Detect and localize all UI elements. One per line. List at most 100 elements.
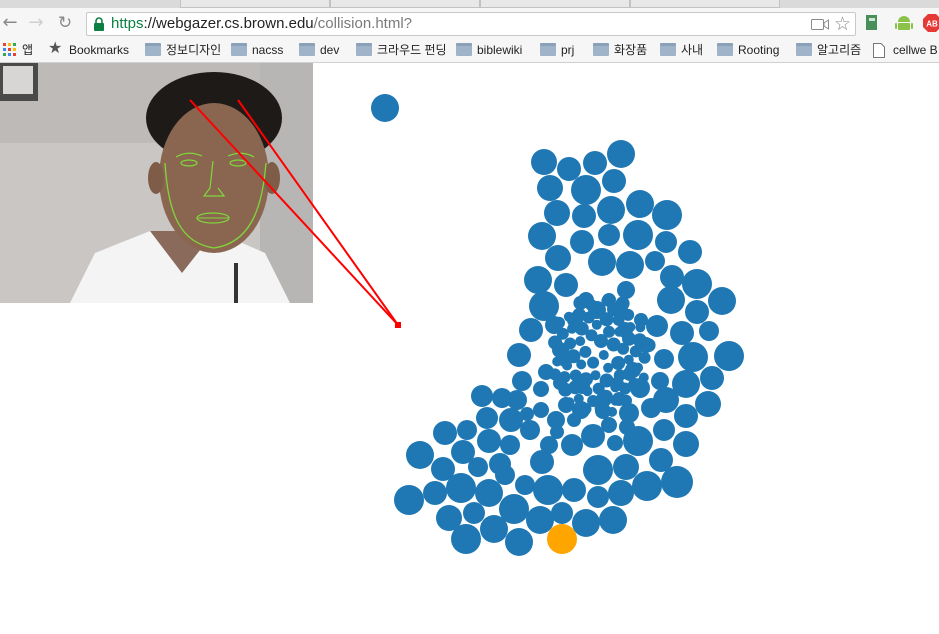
back-button[interactable]: ← <box>0 12 20 34</box>
ball <box>540 436 558 454</box>
ball-small <box>558 382 573 397</box>
apps-grid-icon <box>3 43 16 56</box>
ball <box>581 424 605 448</box>
ball-small <box>575 336 586 347</box>
ball <box>678 240 702 264</box>
adblock-icon[interactable]: AB <box>922 13 939 33</box>
ball <box>554 273 578 297</box>
folder-icon <box>593 43 609 56</box>
ball <box>423 481 447 505</box>
folder-icon <box>717 43 733 56</box>
page-content[interactable] <box>0 63 939 634</box>
ball <box>653 419 675 441</box>
bookmark-label: Bookmarks <box>69 43 130 57</box>
bookmark-label: prj <box>561 43 575 57</box>
ball <box>651 372 669 390</box>
ball-small <box>572 308 587 322</box>
ball <box>571 175 601 205</box>
ball <box>700 366 724 390</box>
ball <box>471 385 493 407</box>
ball <box>685 300 709 324</box>
ball <box>524 266 552 294</box>
ball-small <box>585 329 598 342</box>
ball <box>557 157 581 181</box>
forward-button[interactable]: → <box>26 12 46 34</box>
ball <box>457 420 477 440</box>
ball <box>572 204 596 228</box>
ball <box>708 287 736 315</box>
ball <box>431 457 455 481</box>
ball <box>547 411 565 429</box>
browser-tab[interactable] <box>180 0 330 8</box>
ball-small <box>629 345 642 358</box>
gaze-line-right <box>237 99 399 326</box>
ball-small <box>620 394 632 407</box>
ball-small <box>614 326 625 337</box>
ball <box>599 506 627 534</box>
ball <box>655 231 677 253</box>
ball-small <box>548 335 563 350</box>
ball <box>598 224 620 246</box>
ball <box>570 230 594 254</box>
ball-small <box>553 316 565 329</box>
collision-scene[interactable] <box>0 63 939 634</box>
ball-small <box>594 401 609 416</box>
url-text[interactable]: https://webgazer.cs.brown.edu/collision.… <box>111 15 412 33</box>
ball <box>463 502 485 524</box>
ball-small <box>622 308 635 321</box>
ball <box>550 425 564 439</box>
android-icon[interactable] <box>894 13 914 33</box>
ball-small <box>564 397 575 408</box>
ball <box>601 417 617 433</box>
ball-small <box>598 350 609 360</box>
folder-icon <box>660 43 676 56</box>
ball-small <box>567 323 577 334</box>
ball <box>500 435 520 455</box>
bookmark-label: dev <box>320 43 340 57</box>
ball-small <box>611 356 626 370</box>
folder-icon <box>796 43 812 56</box>
address-bar[interactable]: https://webgazer.cs.brown.edu/collision.… <box>86 12 856 36</box>
ball <box>641 398 661 418</box>
active-ball <box>547 524 577 554</box>
reload-button[interactable]: ↻ <box>55 12 75 34</box>
ball-small <box>607 406 618 417</box>
ball <box>477 429 501 453</box>
ball <box>505 528 533 556</box>
ball-small <box>623 354 634 365</box>
folder-icon <box>231 43 247 56</box>
camera-icon[interactable] <box>811 18 829 31</box>
ball <box>515 475 535 495</box>
ball <box>533 475 563 505</box>
ball-small <box>548 368 561 381</box>
browser-tab[interactable] <box>330 0 480 8</box>
bookmark-label: 알고리즘 <box>817 43 862 57</box>
folder-icon <box>145 43 161 56</box>
browser-tab[interactable] <box>630 0 780 8</box>
bookmark-label: 앱 <box>22 43 34 57</box>
ball-small <box>556 327 569 340</box>
star-icon: ★ <box>48 38 63 57</box>
ball-small <box>585 298 598 311</box>
bookmark-label: 화장품 <box>614 43 648 57</box>
webcam-feed <box>0 63 313 303</box>
browser-tab[interactable] <box>480 0 630 8</box>
ball <box>699 321 719 341</box>
extension-icon[interactable] <box>862 13 882 33</box>
page-icon <box>873 43 885 58</box>
bookmark-label: nacss <box>252 43 284 57</box>
ball <box>533 402 549 418</box>
bookmark-star-icon[interactable]: ☆ <box>833 13 851 35</box>
ball <box>646 315 668 337</box>
ball-small <box>587 356 600 369</box>
ball <box>657 286 685 314</box>
ball <box>499 408 523 432</box>
ball <box>616 251 644 279</box>
ball-small <box>573 393 584 404</box>
ball-small <box>599 373 614 388</box>
ball-small <box>610 382 621 393</box>
reload-icon: ↻ <box>57 13 73 33</box>
url-path: /collision.html? <box>313 15 413 32</box>
ball <box>436 505 462 531</box>
folder-icon <box>456 43 472 56</box>
